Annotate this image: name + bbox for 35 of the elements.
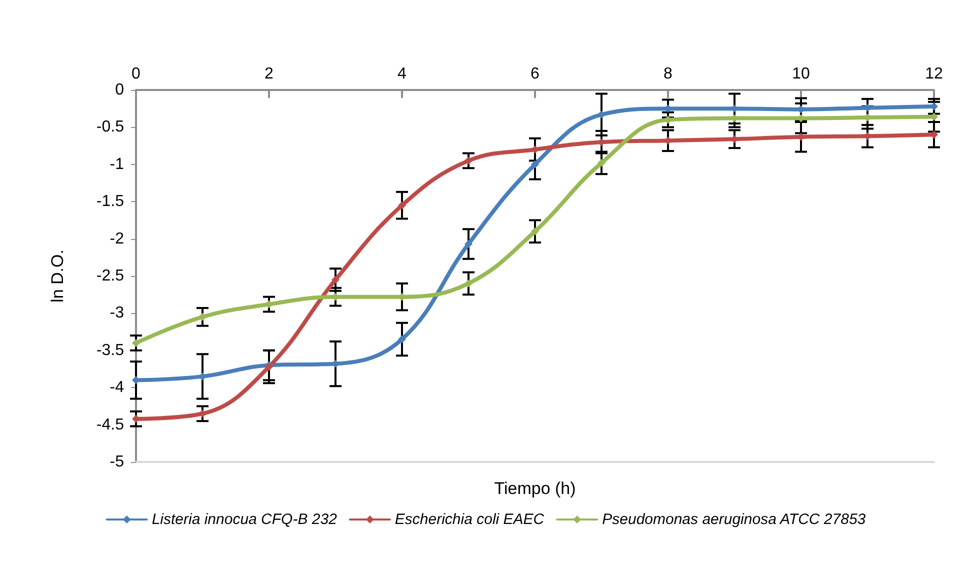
point [398, 201, 406, 210]
point [598, 158, 606, 167]
x-tick-label: 0 [132, 66, 141, 82]
y-tick-label: -2.5 [96, 268, 124, 284]
x-tick-label: 12 [925, 66, 943, 82]
x-axis-title: Tiempo (h) [494, 479, 576, 498]
y-tick-label: -3.5 [96, 342, 124, 359]
point [132, 338, 140, 347]
y-tick-label: -4.5 [96, 416, 124, 434]
legend-label: Listeria innocua CFQ-B 232 [152, 511, 338, 528]
y-tick-label: -2 [110, 230, 124, 248]
x-tick-label: 10 [792, 66, 810, 82]
y-tick-label: -1.5 [96, 193, 124, 210]
point [531, 160, 539, 168]
point [464, 156, 472, 165]
point [198, 410, 206, 418]
legend-label: Pseudomonas aeruginosa ATCC 27853 [602, 511, 866, 528]
y-tick-label: -0.5 [96, 118, 124, 136]
point [332, 276, 340, 284]
x-tick-label: 2 [264, 66, 274, 82]
point [464, 240, 472, 248]
y-tick-label: 0 [115, 82, 124, 98]
x-tick-label: 6 [530, 66, 540, 82]
x-tick-label: 4 [398, 66, 407, 82]
legend-label: Escherichia coli EAEC [394, 511, 544, 528]
y-axis-title: ln D.O. [48, 250, 67, 302]
y-tick-label: -5 [110, 454, 124, 470]
y-tick-label: -1 [110, 156, 124, 173]
point [464, 279, 472, 288]
point [398, 335, 406, 344]
point [198, 312, 206, 321]
y-tick-label: -3 [110, 304, 124, 322]
point [531, 227, 539, 236]
x-tick-label: 8 [664, 66, 673, 82]
y-tick-label: -4 [110, 379, 124, 396]
